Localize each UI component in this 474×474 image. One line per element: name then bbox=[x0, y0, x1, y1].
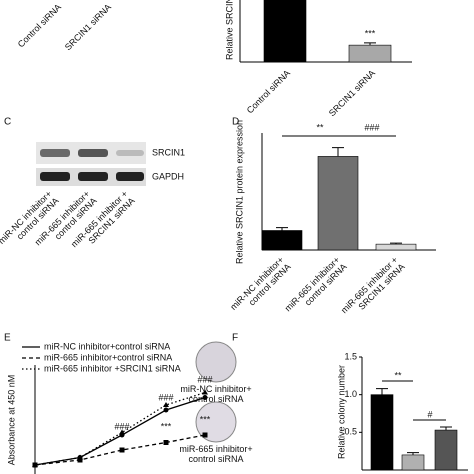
colony-label: miR-665 inhibitor+ control siRNA bbox=[179, 444, 252, 464]
band-label: GAPDH bbox=[152, 171, 184, 181]
error-bar bbox=[440, 426, 452, 431]
bar bbox=[370, 394, 394, 471]
blot-band bbox=[78, 172, 108, 181]
panel-letter: D bbox=[232, 117, 239, 128]
point bbox=[202, 389, 208, 395]
annotation: *** bbox=[200, 414, 211, 424]
bar bbox=[348, 44, 392, 63]
legend-label: miR-665 inhibitor+control siRNA bbox=[44, 352, 172, 362]
error-bar bbox=[376, 388, 388, 395]
blot-band bbox=[116, 172, 144, 181]
point bbox=[77, 457, 83, 463]
error-bar bbox=[332, 147, 344, 157]
blot-band bbox=[78, 149, 108, 157]
panel-letter: C bbox=[4, 117, 11, 128]
annotation: ** bbox=[394, 370, 402, 380]
y-tick-label: 1.5 bbox=[344, 351, 357, 361]
lane-label: Control siRNA bbox=[16, 2, 63, 49]
y-axis-label: Absorbance at 450 nM bbox=[6, 375, 16, 466]
colony-dish bbox=[195, 401, 237, 443]
x-tick-label: SRCIN1 siRNA bbox=[327, 68, 377, 118]
legend-label: miR-665 inhibitor +SRCIN1 siRNA bbox=[44, 363, 181, 373]
label-line: miR-665 inhibitor + bbox=[339, 255, 400, 316]
y-axis-label: Relative SRCIN1 protein expression bbox=[234, 120, 244, 264]
error-bar bbox=[407, 452, 419, 455]
annotation: ### bbox=[197, 374, 212, 384]
annotation: ** bbox=[316, 122, 324, 132]
colony-label: miR-NC inhibitor+ control siRNA bbox=[180, 384, 251, 404]
y-axis-label: Relative SRCIN1 protein expression bbox=[224, 0, 234, 60]
label-line: control siRNA bbox=[188, 394, 243, 404]
point bbox=[163, 402, 169, 407]
lane-label: SRCIN1 siRNA bbox=[63, 2, 113, 52]
y-axis-label: Relative colony number bbox=[336, 365, 346, 459]
bar bbox=[434, 429, 458, 471]
point bbox=[202, 395, 208, 400]
x-tick-label: Control siRNA bbox=[245, 68, 292, 115]
annotation: *** bbox=[161, 421, 172, 431]
y-tick-label: 1.0 bbox=[344, 389, 357, 399]
annotation: ### bbox=[158, 392, 173, 402]
panel-letter: E bbox=[4, 333, 11, 344]
blot-band bbox=[40, 149, 70, 157]
bar bbox=[263, 0, 307, 63]
bar bbox=[401, 454, 425, 471]
point bbox=[77, 454, 83, 460]
annotation: ### bbox=[364, 122, 379, 132]
bar bbox=[261, 230, 303, 251]
series-line bbox=[34, 434, 206, 466]
label-line: control siRNA bbox=[188, 454, 243, 464]
colony-dish bbox=[195, 341, 237, 383]
x-tick-label: miR-665 inhibitor+control siRNA bbox=[283, 255, 349, 321]
legend-label: miR-NC inhibitor+control siRNA bbox=[44, 341, 170, 351]
point bbox=[119, 429, 125, 435]
blot-band bbox=[116, 150, 144, 156]
x-tick-label: miR-665 inhibitor +SRCIN1 siRNA bbox=[339, 255, 407, 323]
y-tick-label: 0.5 bbox=[344, 427, 357, 437]
error-bar bbox=[390, 242, 402, 245]
bar bbox=[375, 243, 417, 251]
blot-band bbox=[40, 172, 70, 181]
annotation: ### bbox=[114, 421, 129, 431]
point bbox=[32, 462, 38, 467]
point bbox=[163, 440, 169, 445]
annotation: *** bbox=[365, 28, 376, 38]
annotation: # bbox=[427, 409, 432, 419]
error-bar bbox=[276, 227, 288, 231]
series-line bbox=[34, 391, 206, 466]
error-bar bbox=[364, 42, 376, 46]
point bbox=[119, 447, 125, 453]
label-line: miR-NC inhibitor+ bbox=[180, 384, 251, 394]
point bbox=[163, 407, 169, 413]
band-label: SRCIN1 bbox=[152, 147, 185, 157]
point bbox=[202, 432, 208, 438]
panel-letter: F bbox=[232, 333, 238, 344]
bar bbox=[317, 156, 359, 251]
label-line: miR-665 inhibitor+ bbox=[179, 444, 252, 454]
